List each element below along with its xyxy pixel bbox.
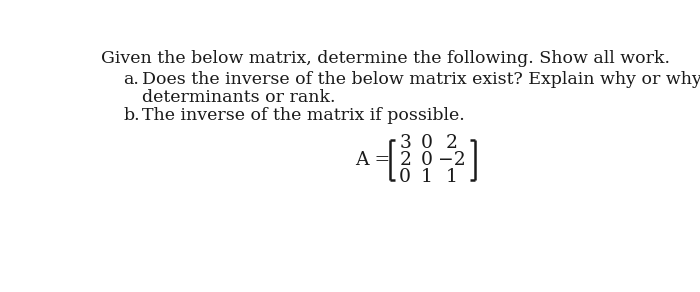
- Text: a.: a.: [123, 71, 139, 88]
- Text: 0: 0: [399, 168, 412, 186]
- Text: 1: 1: [446, 168, 458, 186]
- Text: b.: b.: [123, 107, 140, 124]
- Text: 0: 0: [421, 151, 433, 169]
- Text: Given the below matrix, determine the following. Show all work.: Given the below matrix, determine the fo…: [102, 51, 671, 67]
- Text: 2: 2: [399, 151, 412, 169]
- Text: −2: −2: [438, 151, 466, 169]
- Text: 3: 3: [399, 134, 411, 152]
- Text: determinants or rank.: determinants or rank.: [141, 89, 335, 106]
- Text: The inverse of the matrix if possible.: The inverse of the matrix if possible.: [141, 107, 465, 124]
- Text: Does the inverse of the below matrix exist? Explain why or why not with: Does the inverse of the below matrix exi…: [141, 71, 700, 88]
- Text: 0: 0: [421, 134, 433, 152]
- Text: A =: A =: [355, 151, 390, 169]
- Text: 2: 2: [446, 134, 458, 152]
- Text: 1: 1: [421, 168, 433, 186]
